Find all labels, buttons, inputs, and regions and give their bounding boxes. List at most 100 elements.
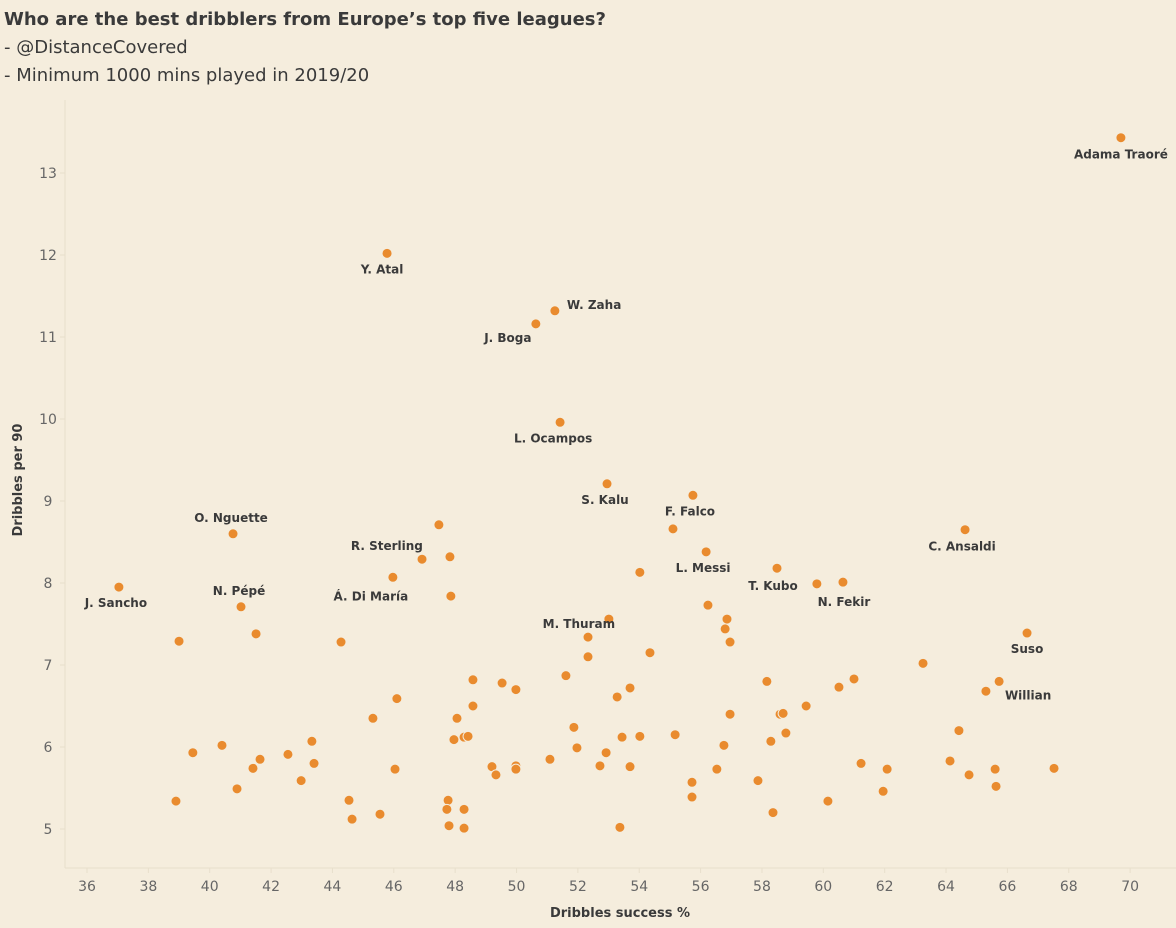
- data-point[interactable]: [458, 822, 470, 834]
- data-point[interactable]: [216, 739, 228, 751]
- data-point-labeled[interactable]: [1115, 132, 1127, 144]
- data-point[interactable]: [247, 762, 259, 774]
- data-point[interactable]: [724, 636, 736, 648]
- data-point[interactable]: [765, 735, 777, 747]
- data-point[interactable]: [582, 631, 594, 643]
- data-point[interactable]: [231, 783, 243, 795]
- data-point[interactable]: [510, 763, 522, 775]
- data-point[interactable]: [335, 636, 347, 648]
- data-point[interactable]: [173, 635, 185, 647]
- data-point-labeled[interactable]: [530, 318, 542, 330]
- data-point[interactable]: [877, 785, 889, 797]
- data-point[interactable]: [187, 747, 199, 759]
- data-point[interactable]: [496, 677, 508, 689]
- data-point[interactable]: [600, 747, 612, 759]
- data-point[interactable]: [343, 794, 355, 806]
- data-point[interactable]: [848, 673, 860, 685]
- data-point[interactable]: [990, 780, 1002, 792]
- data-point[interactable]: [614, 821, 626, 833]
- data-point[interactable]: [611, 691, 623, 703]
- data-point-labeled[interactable]: [601, 478, 613, 490]
- data-point[interactable]: [442, 794, 454, 806]
- data-point[interactable]: [917, 657, 929, 669]
- data-point[interactable]: [822, 795, 834, 807]
- data-point[interactable]: [721, 613, 733, 625]
- data-point[interactable]: [367, 712, 379, 724]
- data-point[interactable]: [702, 599, 714, 611]
- data-point[interactable]: [624, 761, 636, 773]
- data-point[interactable]: [451, 712, 463, 724]
- data-point-labeled[interactable]: [227, 528, 239, 540]
- data-point-labeled[interactable]: [1021, 627, 1033, 639]
- data-point[interactable]: [761, 675, 773, 687]
- data-point-labeled[interactable]: [113, 581, 125, 593]
- data-point-labeled[interactable]: [993, 675, 1005, 687]
- data-point[interactable]: [752, 775, 764, 787]
- data-point[interactable]: [624, 682, 636, 694]
- data-point[interactable]: [490, 769, 502, 781]
- data-point[interactable]: [881, 763, 893, 775]
- data-point[interactable]: [686, 791, 698, 803]
- data-point[interactable]: [980, 685, 992, 697]
- data-point[interactable]: [560, 670, 572, 682]
- data-point[interactable]: [724, 708, 736, 720]
- data-point[interactable]: [441, 803, 453, 815]
- data-point[interactable]: [458, 803, 470, 815]
- data-point[interactable]: [594, 760, 606, 772]
- data-point[interactable]: [250, 628, 262, 640]
- data-point[interactable]: [944, 755, 956, 767]
- data-point[interactable]: [448, 734, 460, 746]
- data-point[interactable]: [295, 775, 307, 787]
- data-point[interactable]: [462, 730, 474, 742]
- data-point[interactable]: [1048, 762, 1060, 774]
- data-point[interactable]: [306, 735, 318, 747]
- data-point-labeled[interactable]: [433, 519, 445, 531]
- data-point[interactable]: [443, 820, 455, 832]
- data-point[interactable]: [800, 700, 812, 712]
- data-point[interactable]: [667, 523, 679, 535]
- data-point[interactable]: [170, 795, 182, 807]
- data-point[interactable]: [811, 578, 823, 590]
- data-point-labeled[interactable]: [603, 613, 615, 625]
- data-point[interactable]: [467, 674, 479, 686]
- data-point[interactable]: [634, 730, 646, 742]
- data-point[interactable]: [777, 707, 789, 719]
- data-point[interactable]: [718, 739, 730, 751]
- data-point[interactable]: [963, 769, 975, 781]
- data-point-labeled[interactable]: [387, 571, 399, 583]
- data-point[interactable]: [282, 748, 294, 760]
- data-point[interactable]: [444, 551, 456, 563]
- data-point-labeled[interactable]: [554, 416, 566, 428]
- data-point[interactable]: [711, 763, 723, 775]
- data-point[interactable]: [989, 763, 1001, 775]
- data-point[interactable]: [544, 753, 556, 765]
- data-point[interactable]: [767, 807, 779, 819]
- data-point-labeled[interactable]: [549, 305, 561, 317]
- data-point[interactable]: [780, 727, 792, 739]
- data-point[interactable]: [568, 721, 580, 733]
- data-point-labeled[interactable]: [771, 562, 783, 574]
- data-point[interactable]: [510, 684, 522, 696]
- data-point[interactable]: [719, 623, 731, 635]
- data-point[interactable]: [308, 757, 320, 769]
- data-point[interactable]: [634, 566, 646, 578]
- data-point-labeled[interactable]: [837, 576, 849, 588]
- data-point[interactable]: [616, 731, 628, 743]
- data-point-labeled[interactable]: [959, 524, 971, 536]
- data-point[interactable]: [582, 651, 594, 663]
- data-point-labeled[interactable]: [235, 601, 247, 613]
- data-point[interactable]: [953, 725, 965, 737]
- data-point[interactable]: [374, 808, 386, 820]
- data-point[interactable]: [389, 763, 401, 775]
- data-point[interactable]: [445, 590, 457, 602]
- data-point[interactable]: [644, 647, 656, 659]
- data-point[interactable]: [391, 693, 403, 705]
- data-point[interactable]: [416, 553, 428, 565]
- data-point[interactable]: [467, 700, 479, 712]
- data-point-labeled[interactable]: [381, 247, 393, 259]
- data-point[interactable]: [855, 757, 867, 769]
- data-point[interactable]: [686, 776, 698, 788]
- data-point[interactable]: [254, 753, 266, 765]
- data-point-labeled[interactable]: [700, 546, 712, 558]
- data-point[interactable]: [571, 742, 583, 754]
